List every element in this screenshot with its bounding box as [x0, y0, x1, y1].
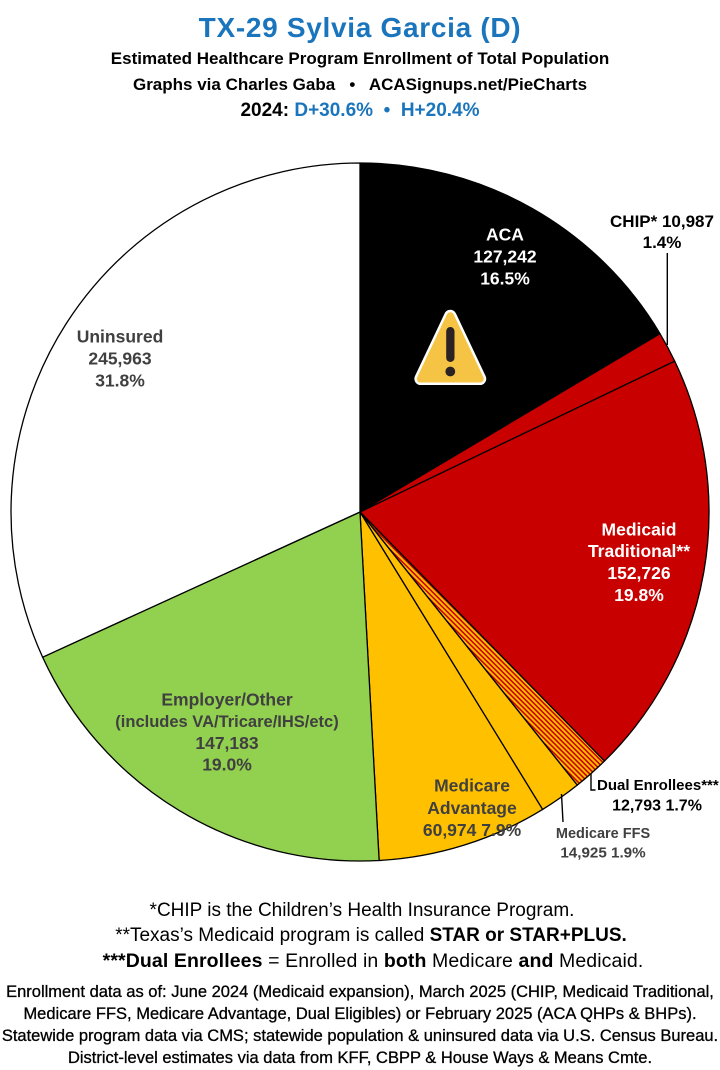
svg-text:31.8%: 31.8% — [95, 370, 145, 390]
svg-text:16.5%: 16.5% — [480, 268, 530, 288]
svg-text:19.0%: 19.0% — [202, 754, 252, 774]
svg-text:CHIP* 10,987: CHIP* 10,987 — [610, 212, 714, 231]
svg-text:147,183: 147,183 — [195, 733, 259, 753]
svg-text:127,242: 127,242 — [473, 246, 537, 266]
svg-text:ACA: ACA — [486, 224, 524, 244]
svg-text:Uninsured: Uninsured — [77, 326, 164, 346]
svg-text:Employer/Other: Employer/Other — [161, 689, 292, 709]
svg-text:Advantage: Advantage — [427, 798, 517, 818]
svg-text:(includes VA/Tricare/IHS/etc): (includes VA/Tricare/IHS/etc) — [115, 713, 338, 731]
svg-text:12,793 1.7%: 12,793 1.7% — [612, 798, 702, 815]
svg-text:Dual Enrollees***: Dual Enrollees*** — [597, 777, 719, 794]
svg-text:245,963: 245,963 — [88, 348, 152, 368]
svg-text:Medicare: Medicare — [434, 775, 510, 795]
svg-text:152,726: 152,726 — [607, 563, 671, 583]
svg-text:60,974 7.9%: 60,974 7.9% — [423, 820, 522, 840]
svg-text:14,925 1.9%: 14,925 1.9% — [560, 845, 646, 862]
svg-text:Medicaid: Medicaid — [602, 519, 677, 539]
svg-text:Medicare FFS: Medicare FFS — [556, 826, 651, 842]
svg-text:1.4%: 1.4% — [643, 233, 682, 252]
svg-text:Traditional**: Traditional** — [588, 541, 690, 561]
svg-text:19.8%: 19.8% — [614, 585, 664, 605]
